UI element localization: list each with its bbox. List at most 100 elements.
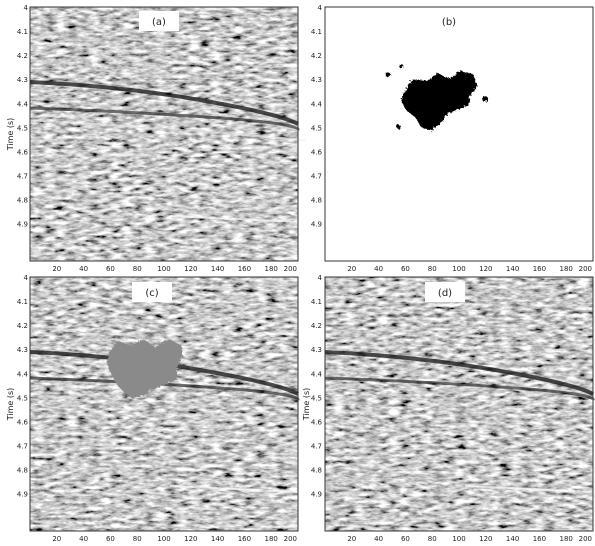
y-tick-label: 4.7 (17, 173, 28, 181)
y-tick-label: 4.6 (311, 418, 323, 426)
x-tick-label: 60 (401, 265, 410, 273)
x-tick-label: 140 (506, 535, 519, 543)
panel-b-xticks: 20 40 60 80 100 120 140 160 180 200 (347, 265, 592, 273)
y-tick-label: 4.7 (311, 443, 322, 451)
y-tick-label: 4.6 (311, 148, 323, 156)
x-tick-label: 60 (401, 535, 410, 543)
y-tick-label: 4.1 (17, 28, 28, 36)
x-tick-label: 180 (265, 265, 278, 273)
x-tick-label: 40 (79, 535, 88, 543)
x-tick-label: 200 (284, 535, 297, 543)
y-tick-label: 4.7 (17, 443, 28, 451)
x-tick-label: 40 (374, 265, 383, 273)
y-tick-label: 4.5 (311, 394, 322, 402)
x-tick-label: 100 (157, 265, 170, 273)
y-tick-label: 4 (318, 274, 323, 282)
y-tick-label: 4.4 (17, 100, 29, 108)
x-tick-label: 20 (52, 535, 61, 543)
panel-d: (d) Time (s) 4 4.1 4.2 4.3 4.4 4.5 4.6 4.7 4.8 4.… (302, 274, 595, 543)
x-tick-label: 80 (133, 535, 142, 543)
panel-b-frame (324, 6, 594, 262)
x-tick-label: 20 (347, 535, 356, 543)
panel-c-frame (29, 276, 299, 532)
y-tick-label: 4.4 (311, 100, 323, 108)
x-tick-label: 60 (106, 265, 115, 273)
y-tick-label: 4.9 (311, 221, 322, 229)
panel-a: (a) Time (s) 4 4.1 4.2 4.3 4.4 4.5 4.6 4.7 4.8 4.… (6, 4, 307, 273)
x-tick-label: 160 (238, 535, 251, 543)
x-tick-label: 100 (452, 535, 465, 543)
x-tick-label: 20 (347, 265, 356, 273)
y-tick-label: 4.3 (17, 346, 28, 354)
x-tick-label: 20 (52, 265, 61, 273)
panel-c-label: (c) (145, 288, 158, 299)
y-tick-label: 4.3 (311, 76, 322, 84)
x-tick-label: 160 (238, 265, 251, 273)
mask-fragment (384, 71, 390, 77)
x-tick-label: 200 (579, 265, 592, 273)
x-tick-label: 80 (428, 535, 437, 543)
y-tick-label: 4.1 (311, 298, 322, 306)
x-tick-label: 100 (157, 535, 170, 543)
panel-a-xticks: 20 40 60 80 100 120 140 160 180 200 (52, 265, 297, 273)
y-tick-label: 4.9 (17, 221, 28, 229)
panel-c-image (30, 277, 298, 531)
y-tick-label: 4.2 (311, 322, 322, 330)
x-tick-label: 80 (428, 265, 437, 273)
y-tick-label: 4.3 (17, 76, 28, 84)
masked-region (106, 338, 182, 398)
panel-a-frame (29, 6, 299, 262)
x-tick-label: 120 (479, 265, 492, 273)
x-tick-label: 180 (560, 535, 573, 543)
y-tick-label: 4 (318, 4, 323, 12)
panel-a-label-box (139, 11, 179, 31)
x-tick-label: 120 (184, 535, 197, 543)
panel-d-frame (324, 276, 594, 532)
y-tick-label: 4.4 (17, 370, 29, 378)
panel-d-ylabel: Time (s) (302, 388, 311, 422)
panel-a-yticks: 4 4.1 4.2 4.3 4.4 4.5 4.6 4.7 4.8 4.9 (17, 4, 29, 229)
y-tick-label: 4.6 (17, 148, 29, 156)
panel-d-image (325, 277, 593, 531)
x-tick-label: 140 (211, 535, 224, 543)
y-tick-label: 4.8 (17, 197, 28, 205)
x-tick-label: 60 (106, 535, 115, 543)
panel-d-yticks: 4 4.1 4.2 4.3 4.4 4.5 4.6 4.7 4.8 4.9 (311, 274, 323, 499)
panel-b-yticks: 4 4.1 4.2 4.3 4.4 4.5 4.6 4.7 4.8 4.9 (311, 4, 323, 229)
panel-d-xticks: 20 40 60 80 100 120 140 160 180 200 (347, 535, 592, 543)
y-tick-label: 4.5 (311, 124, 322, 132)
y-tick-label: 4.8 (311, 197, 322, 205)
y-tick-label: 4.2 (17, 322, 28, 330)
mask-fragment (396, 124, 400, 128)
panel-a-label: (a) (152, 17, 166, 28)
panel-d-label: (d) (438, 288, 452, 299)
mask-shape (400, 70, 476, 130)
y-tick-label: 4 (24, 4, 29, 12)
x-tick-label: 100 (452, 265, 465, 273)
y-tick-label: 4.5 (17, 394, 28, 402)
panel-d-reflectors (324, 350, 595, 493)
panel-c-reflectors (29, 350, 300, 493)
mask-fragment (398, 63, 402, 67)
y-tick-label: 4.2 (17, 52, 28, 60)
panel-c-yticks: 4 4.1 4.2 4.3 4.4 4.5 4.6 4.7 4.8 4.9 (17, 274, 29, 499)
y-tick-label: 4.7 (311, 173, 322, 181)
x-tick-label: 40 (79, 265, 88, 273)
x-tick-label: 160 (533, 265, 546, 273)
panel-c-xticks: 20 40 60 80 100 120 140 160 180 200 (52, 535, 297, 543)
x-tick-label: 160 (533, 535, 546, 543)
y-tick-label: 4.1 (311, 28, 322, 36)
panel-a-ylabel: Time (s) (6, 118, 15, 152)
y-tick-label: 4.1 (17, 298, 28, 306)
y-tick-label: 4.9 (311, 491, 322, 499)
x-tick-label: 200 (284, 265, 297, 273)
y-tick-label: 4.4 (311, 370, 323, 378)
y-tick-label: 4.9 (17, 491, 28, 499)
panel-d-label-box (425, 282, 465, 302)
y-tick-label: 4.2 (311, 52, 322, 60)
mask-fragment (481, 95, 487, 101)
panel-b-mask (384, 63, 487, 130)
x-tick-label: 180 (265, 535, 278, 543)
x-tick-label: 140 (211, 265, 224, 273)
